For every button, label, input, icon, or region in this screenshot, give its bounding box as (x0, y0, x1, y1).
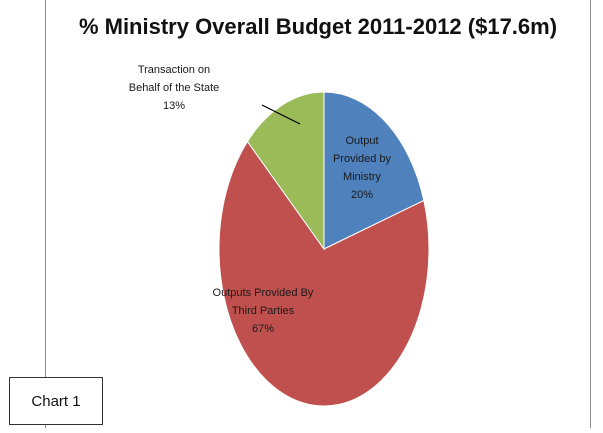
label-state: Transaction on Behalf of the State 13% (129, 64, 220, 112)
leader-line (261, 104, 301, 125)
pie-slices (218, 91, 430, 407)
slice-third-parties (218, 140, 430, 407)
slice-output-ministry (323, 91, 425, 250)
chart-caption-text: Chart 1 (31, 392, 81, 410)
chart-title: % Ministry Overall Budget 2011-2012 ($17… (78, 14, 558, 39)
chart-caption: Chart 1 (9, 377, 103, 425)
label-output-ministry: Output Provided by Ministry 20% (333, 135, 392, 201)
label-third-parties: Outputs Provided By Third Parties 67% (213, 287, 314, 335)
slice-state (246, 91, 325, 251)
pie-labels: Output Provided by Ministry 20% Outputs Prov… (129, 64, 392, 335)
